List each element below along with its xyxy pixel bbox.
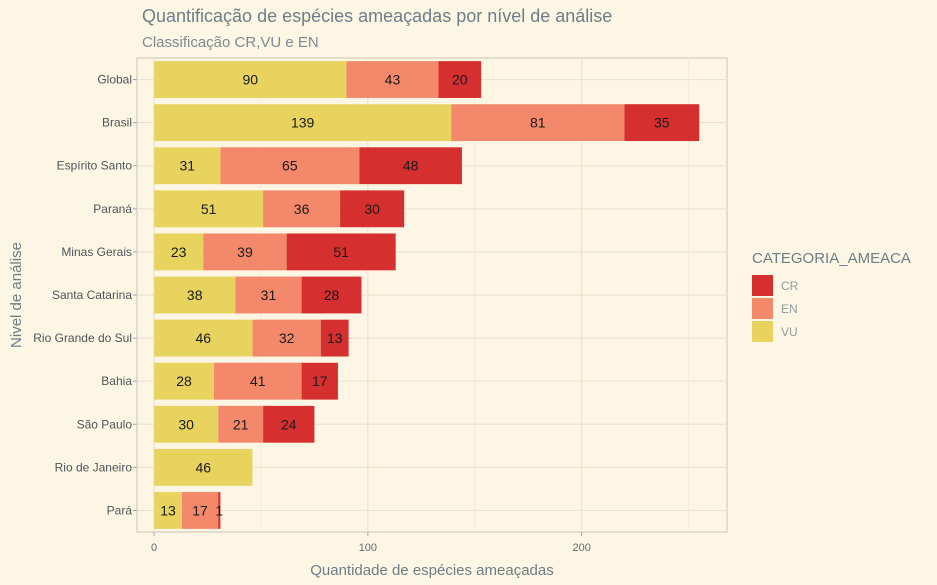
legend-title: CATEGORIA_AMEACA: [752, 250, 911, 267]
bar-segment-en: [346, 61, 439, 98]
data-label: 31: [179, 158, 195, 174]
tick-label-y: Paraná: [93, 202, 132, 216]
legend-swatch: [752, 321, 773, 342]
data-label: 36: [294, 201, 310, 217]
bar-segment-cr: [301, 362, 338, 400]
data-label: 28: [324, 287, 340, 303]
data-label: 38: [187, 287, 203, 303]
tick-label-y: Rio Grande do Sul: [33, 331, 132, 345]
tick-label-y: Espírito Santo: [57, 159, 133, 173]
tick-label-y: Minas Gerais: [61, 245, 132, 259]
tick-label-y: São Paulo: [77, 417, 133, 431]
legend-label: VU: [781, 324, 798, 339]
data-label: 13: [160, 502, 176, 518]
tick-label-y: Bahia: [101, 374, 132, 388]
bar-segment-vu: [154, 362, 214, 400]
data-label: 20: [452, 72, 468, 88]
data-label: 13: [327, 330, 343, 346]
bar-segment-cr: [286, 233, 396, 271]
legend-item-en: EN: [752, 297, 911, 320]
data-label: 139: [291, 115, 315, 131]
bar-segment-en: [203, 233, 287, 271]
bar-segment-en: [235, 276, 302, 314]
bar-segment-vu: [154, 61, 347, 98]
tick-label-y: Global: [97, 73, 132, 87]
data-label: 30: [178, 416, 194, 432]
bar-segment-cr: [340, 190, 405, 228]
chart-title: Quantificação de espécies ameaçadas por …: [142, 6, 613, 26]
tick-label-y: Brasil: [102, 116, 132, 130]
bar-segment-en: [263, 190, 341, 228]
bar-segment-vu: [154, 492, 182, 529]
tick-label-y: Rio de Janeiro: [55, 460, 133, 474]
legend-item-cr: CR: [752, 274, 911, 297]
data-label: 43: [385, 72, 401, 88]
bar-segment-vu: [154, 405, 219, 443]
data-label: 30: [364, 201, 380, 217]
data-label: 17: [312, 373, 328, 389]
x-axis-title: Quantidade de espécies ameaçadas: [310, 562, 554, 579]
legend: CATEGORIA_AMEACA CR EN VU: [752, 250, 911, 343]
tick-label-x: 0: [151, 542, 157, 554]
bar-segment-cr: [624, 104, 700, 142]
bar-segment-en: [451, 104, 625, 142]
bar-segment-en: [220, 147, 360, 185]
tick-label-x: 200: [572, 542, 590, 554]
legend-label: EN: [781, 301, 798, 316]
data-label: 48: [403, 158, 419, 174]
data-label: 41: [250, 373, 266, 389]
data-label: 28: [176, 373, 192, 389]
y-axis-title: Nivel de análise: [8, 242, 25, 348]
data-label: 17: [192, 502, 208, 518]
chart-subtitle: Classificação CR,VU e EN: [142, 34, 319, 51]
bar-segment-vu: [154, 448, 253, 486]
data-label: 51: [333, 244, 349, 260]
data-label: 46: [195, 330, 211, 346]
data-label: 90: [243, 72, 259, 88]
bar-segment-en: [181, 492, 219, 529]
bar-segment-vu: [154, 147, 221, 185]
legend-label: CR: [781, 278, 799, 293]
data-label: 35: [654, 115, 670, 131]
data-label: 21: [233, 416, 249, 432]
bar-segment-en: [252, 319, 321, 357]
data-label: 39: [237, 244, 253, 260]
tick-label-x: 100: [359, 542, 377, 554]
legend-swatch: [752, 275, 773, 296]
bar-segment-vu: [154, 233, 204, 271]
bar-segment-vu: [154, 319, 253, 357]
legend-swatch: [752, 298, 773, 319]
data-label: 51: [201, 201, 217, 217]
data-label: 23: [171, 244, 187, 260]
data-label: 46: [195, 459, 211, 475]
data-label: 65: [282, 158, 298, 174]
data-label: 32: [279, 330, 295, 346]
bar-segment-cr: [438, 61, 482, 98]
bar-segment-cr: [301, 276, 362, 314]
bar-segment-vu: [154, 104, 452, 142]
tick-label-y: Santa Catarina: [52, 288, 132, 302]
data-label: 31: [261, 287, 277, 303]
bar-segment-vu: [154, 190, 264, 228]
bar-segment-cr: [320, 319, 349, 357]
bar-segment-en: [218, 405, 264, 443]
bar-segment-vu: [154, 276, 236, 314]
bar-segment-cr: [263, 405, 315, 443]
data-label: 81: [530, 115, 546, 131]
data-label: 24: [281, 416, 297, 432]
bar-segment-cr: [359, 147, 462, 185]
legend-items: CR EN VU: [752, 274, 911, 343]
bar-segment-en: [213, 362, 302, 400]
legend-item-vu: VU: [752, 320, 911, 343]
bar-segment-cr: [218, 492, 221, 529]
data-label: 1: [215, 502, 223, 518]
tick-label-y: Pará: [107, 503, 133, 517]
